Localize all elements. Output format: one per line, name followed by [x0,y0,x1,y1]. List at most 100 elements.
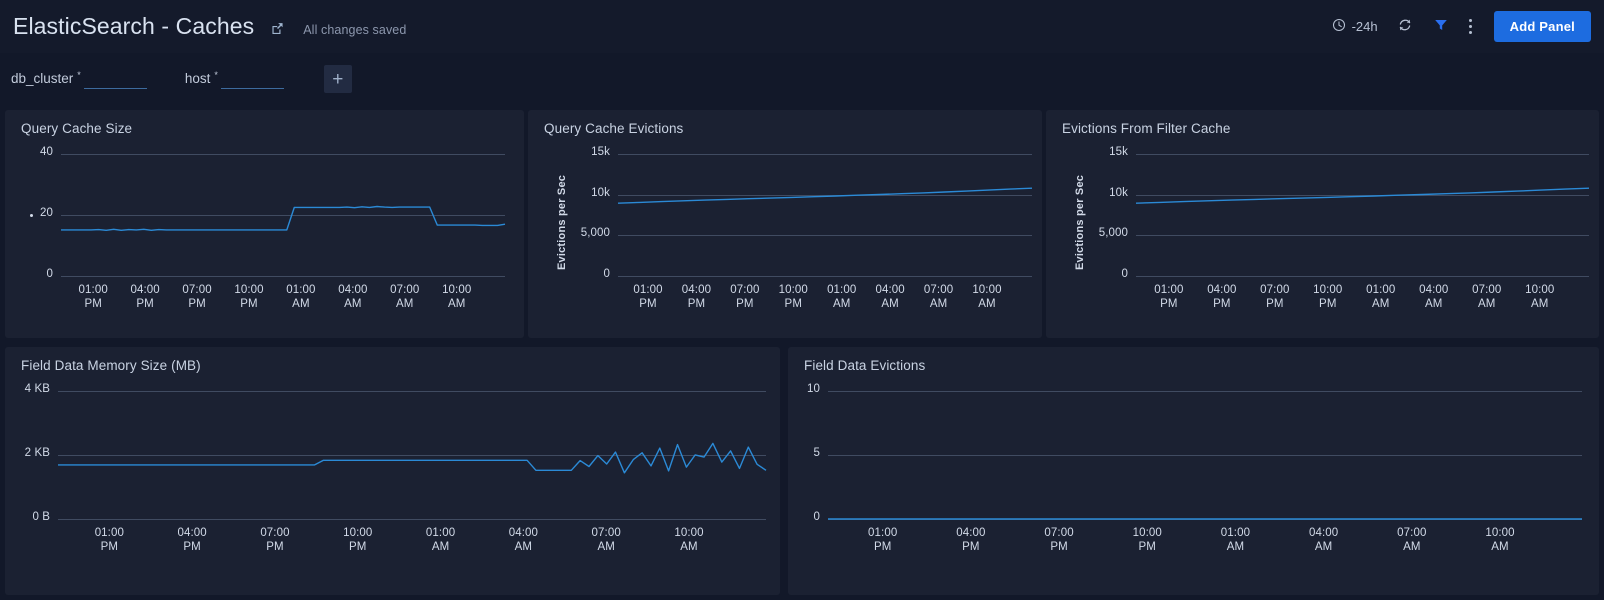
x-axis-tick-label: 07:00 AM [1472,284,1502,310]
x-axis-tick-label: 07:00 AM [390,284,420,310]
gridline [61,215,505,216]
y-axis-tick-label: 20 [40,207,53,219]
x-axis-tick-label: 07:00 AM [591,527,621,553]
x-axis-tick-label: 01:00 AM [1220,527,1251,553]
x-axis-tick-label: 01:00 PM [1154,284,1184,310]
y-axis-tick-label: 4 KB [24,383,50,395]
series-line [58,442,767,474]
refresh-button[interactable] [1387,11,1423,42]
filter-button[interactable] [1423,11,1459,42]
y-axis-tick-label: 0 B [32,511,50,523]
gridline [1136,235,1589,236]
time-range-label: -24h [1351,19,1378,34]
toolbar-actions: -24h Add Panel [1323,11,1604,42]
variable-label: db_cluster [11,71,74,86]
y-axis-tick-label: 15k [591,146,610,158]
chart-series-svg [58,442,767,474]
gridline [618,276,1032,277]
variable-host: host * [185,69,284,89]
x-axis-tick-label: 04:00 AM [338,284,368,310]
y-axis-tick-label: 10k [591,187,610,199]
panel-evictions-from-filter-cache[interactable]: Evictions From Filter Cache 0 5,000 10k 15k E… [1046,110,1599,338]
x-axis-tick-label: 01:00 PM [94,527,124,553]
series-line [617,187,1033,204]
x-axis-tick-label: 10:00 AM [674,527,704,553]
y-axis-tick-label: 10 [807,383,820,395]
x-axis-tick-label: 01:00 PM [868,527,898,553]
x-axis-tick-label: 01:00 PM [633,284,663,310]
x-axis-tick-label: 04:00 AM [1419,284,1449,310]
more-options-button[interactable] [1459,13,1482,40]
gridline [61,276,505,277]
y-axis-tick-label: 0 [603,268,610,280]
variable-db-cluster: db_cluster * [11,69,147,89]
gridline [58,391,766,392]
page-title: ElasticSearch - Caches [13,12,255,39]
db-cluster-input[interactable] [83,69,147,89]
panel-field-data-memory-size[interactable]: Field Data Memory Size (MB) 0 B 2 KB 4 KB 01… [5,347,780,595]
y-axis-tick-label: 0 [46,268,53,280]
x-axis-tick-label: 01:00 AM [425,527,456,553]
gridline [618,154,1032,155]
gridline [58,519,766,520]
add-panel-button[interactable]: Add Panel [1493,11,1591,42]
save-status: All changes saved [303,22,407,37]
panel-field-data-evictions[interactable]: Field Data Evictions 0 5 10 01:00 PM 04:00 PM 07… [788,347,1599,595]
y-axis-tick-label: 2 KB [24,447,50,459]
gridline [1136,195,1589,196]
x-axis-tick-label: 04:00 PM [177,527,207,553]
gridline [828,391,1582,392]
x-axis-tick-label: 07:00 PM [260,527,290,553]
x-axis-tick-label: 07:00 PM [1260,284,1290,310]
x-axis-tick-label: 01:00 AM [827,284,857,310]
x-axis-tick-label: 07:00 PM [1044,527,1074,553]
x-axis-tick-label: 04:00 PM [956,527,986,553]
title-group: ElasticSearch - Caches All changes saved [0,12,407,41]
x-axis-tick-label: 01:00 AM [1366,284,1396,310]
required-marker: * [77,70,81,80]
chart-series-svg [828,518,1582,520]
x-axis-tick-label: 10:00 PM [1313,284,1343,310]
panel-title: Evictions From Filter Cache [1062,121,1231,136]
gridline [618,195,1032,196]
y-axis-tick-label: 5,000 [1098,227,1128,239]
x-axis-tick-label: 10:00 PM [1132,527,1162,553]
x-axis-tick-label: 10:00 AM [1525,284,1555,310]
gridline [1136,276,1589,277]
panel-query-cache-evictions[interactable]: Query Cache Evictions 0 5,000 10k 15k Evictio… [528,110,1042,338]
chart-series-svg [61,205,506,232]
x-axis-tick-label: 01:00 AM [286,284,316,310]
chart-series-svg [1135,187,1590,204]
axis-dot-marker [30,214,33,217]
x-axis-tick-label: 07:00 AM [923,284,954,310]
x-axis-tick-label: 04:00 AM [508,527,539,553]
required-marker: * [214,70,218,80]
x-axis-tick-label: 10:00 PM [778,284,808,310]
x-axis-tick-label: 10:00 AM [1485,527,1515,553]
panel-query-cache-size[interactable]: Query Cache Size 0 20 40 01:00 PM 04:00 PM 07:00… [5,110,524,338]
y-axis-tick-label: 5 [813,447,820,459]
x-axis-tick-label: 10:00 PM [343,527,373,553]
x-axis-tick-label: 04:00 AM [875,284,905,310]
add-variable-button[interactable]: + [323,65,352,93]
panel-title: Query Cache Size [21,121,133,136]
panel-title: Field Data Memory Size (MB) [21,358,201,373]
x-axis-tick-label: 01:00 PM [78,284,108,310]
y-axis-title: Evictions per Sec [556,174,568,270]
clock-icon [1332,18,1346,35]
x-axis-tick-label: 10:00 PM [234,284,264,310]
y-axis-tick-label: 0 [1121,268,1128,280]
time-range-picker[interactable]: -24h [1323,12,1387,41]
y-axis-tick-label: 5,000 [580,227,610,239]
gridline [828,455,1582,456]
x-axis-tick-label: 04:00 PM [1207,284,1237,310]
x-axis-tick-label: 04:00 PM [130,284,160,310]
host-input[interactable] [220,69,284,89]
x-axis-tick-label: 07:00 PM [182,284,212,310]
external-link-icon[interactable] [270,21,285,41]
gridline [61,154,505,155]
y-axis-tick-label: 10k [1109,187,1128,199]
kebab-menu-icon [1468,19,1472,34]
refresh-icon [1397,17,1413,36]
top-toolbar: ElasticSearch - Caches All changes saved… [0,0,1604,53]
